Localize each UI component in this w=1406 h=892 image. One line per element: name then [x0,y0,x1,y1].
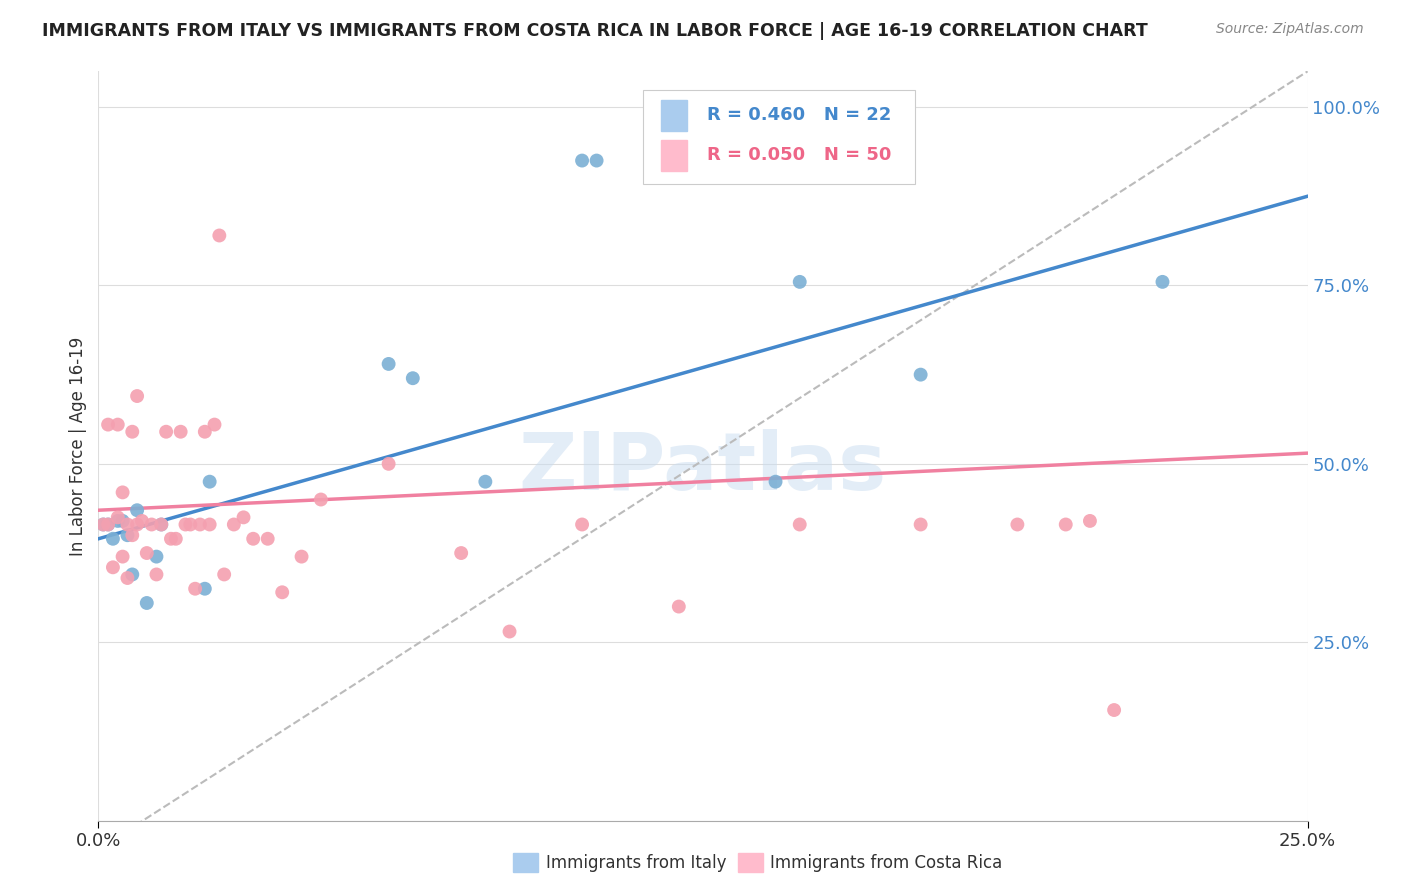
Point [1078,514,1101,528]
Point [377,357,399,371]
Point [1102,703,1125,717]
Text: R = 0.460   N = 22: R = 0.460 N = 22 [707,106,891,124]
Point [765,475,787,489]
Point [155,425,177,439]
Point [127,503,149,517]
Point [145,567,167,582]
Point [97,517,120,532]
Point [198,517,221,532]
Point [1007,517,1029,532]
Point [571,517,593,532]
Point [571,153,593,168]
Point [145,549,167,564]
Point [117,571,139,585]
Point [174,517,197,532]
FancyBboxPatch shape [643,90,915,184]
Point [198,475,221,489]
Point [141,517,163,532]
Point [97,517,120,532]
Point [668,599,690,614]
Point [165,532,187,546]
Point [789,517,811,532]
Point [204,417,226,432]
Point [127,389,149,403]
Point [135,596,157,610]
Bar [661,100,688,131]
Point [111,514,134,528]
Point [271,585,294,599]
Point [910,517,932,532]
Text: IMMIGRANTS FROM ITALY VS IMMIGRANTS FROM COSTA RICA IN LABOR FORCE | AGE 16-19 C: IMMIGRANTS FROM ITALY VS IMMIGRANTS FROM… [42,22,1147,40]
Point [107,510,129,524]
Point [498,624,520,639]
Point [117,528,139,542]
Point [222,517,245,532]
Point [97,417,120,432]
Point [194,425,217,439]
Point [232,510,254,524]
Text: Immigrants from Italy: Immigrants from Italy [546,854,725,871]
Point [179,517,201,532]
Point [184,582,207,596]
Point [290,549,312,564]
Text: Immigrants from Costa Rica: Immigrants from Costa Rica [770,854,1002,871]
Point [1152,275,1174,289]
Point [160,532,183,546]
Point [212,567,235,582]
Point [402,371,425,385]
Point [188,517,211,532]
Point [107,514,129,528]
Point [169,425,191,439]
Point [111,549,134,564]
Point [121,567,143,582]
Point [101,560,124,574]
Point [127,517,149,532]
Point [474,475,496,489]
Bar [661,139,688,171]
Y-axis label: In Labor Force | Age 16-19: In Labor Force | Age 16-19 [69,336,87,556]
Point [1054,517,1077,532]
Point [107,417,129,432]
Point [910,368,932,382]
Point [309,492,332,507]
Point [121,425,143,439]
Point [256,532,278,546]
Point [242,532,264,546]
Text: Source: ZipAtlas.com: Source: ZipAtlas.com [1216,22,1364,37]
Point [789,275,811,289]
Point [450,546,472,560]
Point [377,457,399,471]
Point [208,228,231,243]
Point [135,546,157,560]
Point [117,517,139,532]
Point [111,485,134,500]
Point [91,517,114,532]
Point [150,517,173,532]
Point [121,528,143,542]
Text: ZIPatlas: ZIPatlas [519,429,887,508]
Point [101,532,124,546]
Point [91,517,114,532]
Text: R = 0.050   N = 50: R = 0.050 N = 50 [707,146,891,164]
Point [150,517,173,532]
Point [585,153,607,168]
Point [194,582,217,596]
Point [131,514,153,528]
